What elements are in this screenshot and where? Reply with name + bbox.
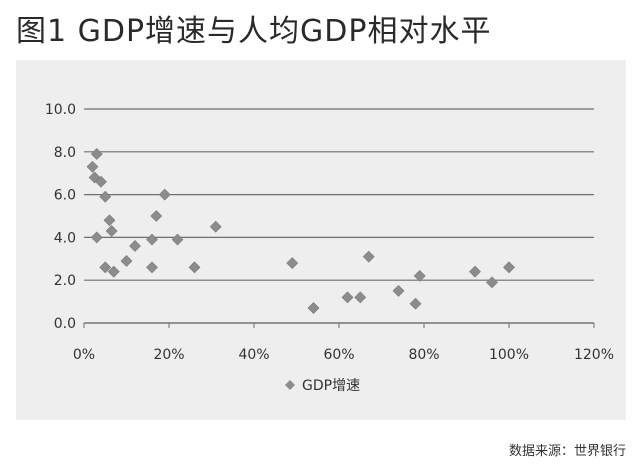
data-point bbox=[209, 220, 222, 233]
y-tick-label: 10.0 bbox=[45, 102, 76, 118]
data-point bbox=[486, 276, 498, 289]
y-tick-label: 4.0 bbox=[54, 230, 76, 246]
x-tick-label: 80% bbox=[408, 347, 439, 363]
data-point bbox=[354, 291, 367, 304]
data-point bbox=[99, 261, 112, 274]
data-point bbox=[362, 250, 375, 263]
data-point bbox=[146, 233, 158, 246]
data-point bbox=[188, 261, 201, 274]
source-note: 数据来源：世界银行 bbox=[508, 444, 626, 459]
x-tick-label: 60% bbox=[323, 347, 354, 363]
x-tick-label: 120% bbox=[574, 347, 614, 363]
data-point bbox=[107, 265, 120, 278]
x-tick-label: 20% bbox=[153, 347, 184, 363]
data-point bbox=[503, 261, 515, 274]
data-point bbox=[95, 175, 107, 188]
data-point bbox=[86, 160, 99, 173]
y-tick-label: 2.0 bbox=[54, 273, 76, 289]
data-point bbox=[103, 214, 116, 227]
data-point bbox=[105, 225, 118, 237]
data-point bbox=[120, 255, 133, 267]
x-tick-label: 0% bbox=[73, 347, 95, 363]
y-tick-label: 6.0 bbox=[54, 188, 76, 204]
x-tick-label: 100% bbox=[489, 347, 529, 363]
legend-label: GDP增速 bbox=[302, 378, 360, 394]
data-point bbox=[90, 148, 103, 160]
figure-title: 图1 GDP增速与人均GDP相对水平 bbox=[16, 14, 492, 49]
legend-marker bbox=[285, 380, 295, 390]
data-point bbox=[286, 257, 299, 270]
data-point bbox=[146, 261, 158, 274]
data-point bbox=[469, 265, 481, 278]
title-band: 图1 GDP增速与人均GDP相对水平 bbox=[0, 0, 640, 58]
data-point bbox=[158, 188, 171, 201]
data-point bbox=[413, 269, 426, 282]
y-tick-label: 8.0 bbox=[54, 145, 76, 161]
x-tick-label: 40% bbox=[238, 347, 269, 363]
data-point bbox=[392, 284, 405, 297]
data-point bbox=[129, 240, 141, 252]
plot-background bbox=[16, 60, 626, 420]
data-point bbox=[409, 297, 422, 310]
data-point bbox=[307, 302, 320, 314]
data-point bbox=[171, 233, 184, 246]
data-point bbox=[341, 291, 354, 304]
data-point bbox=[99, 190, 112, 203]
data-point bbox=[150, 210, 163, 222]
y-tick-label: 0.0 bbox=[54, 316, 76, 332]
data-point bbox=[90, 231, 103, 244]
